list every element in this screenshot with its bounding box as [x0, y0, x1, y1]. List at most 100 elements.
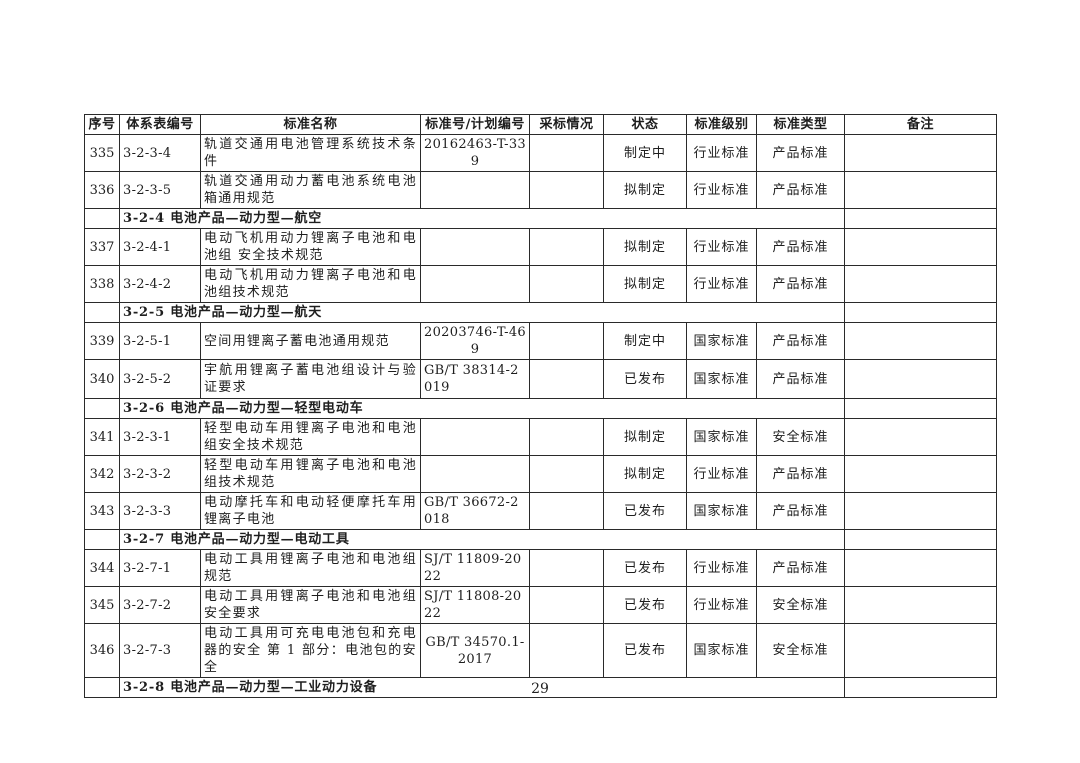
cell-name: 电动工具用锂离子电池和电池组规范 — [200, 549, 421, 587]
cell-std-no — [420, 455, 530, 493]
cell-adoption — [529, 492, 604, 530]
cell-adoption — [529, 171, 604, 209]
cell-std-no: GB/T 34570.1-2017 — [420, 623, 530, 678]
standards-table-body: 335 3-2-3-4 轨道交通用电池管理系统技术条件 20162463-T-339 制… — [84, 134, 997, 698]
cell-adoption — [529, 228, 604, 266]
standard-row: 337 3-2-4-1 电动飞机用动力锂离子电池和电池组 安全技术规范 拟制定 行业标准… — [84, 228, 997, 266]
cell-adoption — [529, 265, 604, 303]
cell-level: 行业标准 — [686, 265, 757, 303]
cell-type: 产品标准 — [756, 492, 845, 530]
cell-remark — [844, 586, 997, 624]
header-remark: 备注 — [844, 114, 997, 135]
cell-remark — [844, 455, 997, 493]
cell-std-no — [420, 418, 530, 456]
cell-code: 3-2-3-2 — [119, 455, 201, 493]
section-title: 3-2-4 电池产品—动力型—航空 — [119, 208, 845, 229]
cell-name: 电动飞机用动力锂离子电池和电池组技术规范 — [200, 265, 421, 303]
cell-remark — [844, 549, 997, 587]
cell-status: 拟制定 — [603, 171, 687, 209]
cell-no: 335 — [84, 134, 120, 172]
cell-std-no — [420, 265, 530, 303]
standard-row: 344 3-2-7-1 电动工具用锂离子电池和电池组规范 SJ/T 11809-202… — [84, 549, 997, 587]
standard-row: 335 3-2-3-4 轨道交通用电池管理系统技术条件 20162463-T-339 制… — [84, 134, 997, 172]
cell-type: 产品标准 — [756, 549, 845, 587]
cell-type: 产品标准 — [756, 228, 845, 266]
cell-code: 3-2-7-2 — [119, 586, 201, 624]
cell-status: 拟制定 — [603, 228, 687, 266]
cell-status: 拟制定 — [603, 265, 687, 303]
cell-level: 国家标准 — [686, 623, 757, 678]
cell-status: 拟制定 — [603, 455, 687, 493]
cell-type: 产品标准 — [756, 455, 845, 493]
cell-level: 行业标准 — [686, 171, 757, 209]
cell-name: 轻型电动车用锂离子电池和电池组安全技术规范 — [200, 418, 421, 456]
cell-no: 340 — [84, 359, 120, 399]
standard-row: 340 3-2-5-2 宇航用锂离子蓄电池组设计与验证要求 GB/T 38314-20… — [84, 359, 997, 399]
cell-std-no: 20162463-T-339 — [420, 134, 530, 172]
section-title: 3-2-7 电池产品—动力型—电动工具 — [119, 529, 845, 550]
cell-remark — [844, 265, 997, 303]
section-remark-cell — [844, 398, 997, 419]
cell-no: 346 — [84, 623, 120, 678]
cell-type: 产品标准 — [756, 359, 845, 399]
section-row: 3-2-5 电池产品—动力型—航天 — [84, 302, 997, 323]
cell-level: 行业标准 — [686, 586, 757, 624]
header-code: 体系表编号 — [119, 114, 201, 135]
cell-remark — [844, 623, 997, 678]
cell-code: 3-2-5-2 — [119, 359, 201, 399]
cell-status: 已发布 — [603, 586, 687, 624]
cell-code: 3-2-3-3 — [119, 492, 201, 530]
section-row: 3-2-4 电池产品—动力型—航空 — [84, 208, 997, 229]
cell-remark — [844, 134, 997, 172]
cell-status: 已发布 — [603, 549, 687, 587]
cell-name: 轨道交通用动力蓄电池系统电池箱通用规范 — [200, 171, 421, 209]
cell-no: 339 — [84, 322, 120, 360]
cell-no: 343 — [84, 492, 120, 530]
standard-row: 336 3-2-3-5 轨道交通用动力蓄电池系统电池箱通用规范 拟制定 行业标准 产品标准 — [84, 171, 997, 209]
header-adoption: 采标情况 — [529, 114, 604, 135]
cell-type: 安全标准 — [756, 418, 845, 456]
standard-row: 346 3-2-7-3 电动工具用可充电电池包和充电器的安全 第 1 部分：电池包的… — [84, 623, 997, 678]
cell-name: 轨道交通用电池管理系统技术条件 — [200, 134, 421, 172]
cell-remark — [844, 418, 997, 456]
cell-std-no: 20203746-T-469 — [420, 322, 530, 360]
cell-level: 国家标准 — [686, 322, 757, 360]
cell-no: 337 — [84, 228, 120, 266]
standard-row: 341 3-2-3-1 轻型电动车用锂离子电池和电池组安全技术规范 拟制定 国家标准 安全… — [84, 418, 997, 456]
header-status: 状态 — [603, 114, 687, 135]
standard-row: 338 3-2-4-2 电动飞机用动力锂离子电池和电池组技术规范 拟制定 行业标准 产品标… — [84, 265, 997, 303]
section-no-cell — [84, 302, 120, 323]
cell-no: 344 — [84, 549, 120, 587]
cell-type: 产品标准 — [756, 265, 845, 303]
cell-code: 3-2-7-3 — [119, 623, 201, 678]
cell-adoption — [529, 586, 604, 624]
cell-code: 3-2-4-2 — [119, 265, 201, 303]
cell-adoption — [529, 418, 604, 456]
cell-name: 空间用锂离子蓄电池通用规范 — [200, 322, 421, 360]
section-remark-cell — [844, 208, 997, 229]
cell-adoption — [529, 322, 604, 360]
header-type: 标准类型 — [756, 114, 845, 135]
cell-type: 产品标准 — [756, 134, 845, 172]
cell-remark — [844, 359, 997, 399]
cell-name: 轻型电动车用锂离子电池和电池组技术规范 — [200, 455, 421, 493]
cell-no: 342 — [84, 455, 120, 493]
cell-no: 345 — [84, 586, 120, 624]
cell-name: 电动飞机用动力锂离子电池和电池组 安全技术规范 — [200, 228, 421, 266]
section-row: 3-2-6 电池产品—动力型—轻型电动车 — [84, 398, 997, 419]
cell-level: 行业标准 — [686, 549, 757, 587]
section-remark-cell — [844, 302, 997, 323]
cell-level: 行业标准 — [686, 455, 757, 493]
cell-level: 行业标准 — [686, 228, 757, 266]
page-number: 29 — [531, 681, 549, 697]
section-no-cell — [84, 398, 120, 419]
cell-name: 电动摩托车和电动轻便摩托车用锂离子电池 — [200, 492, 421, 530]
standard-row: 343 3-2-3-3 电动摩托车和电动轻便摩托车用锂离子电池 GB/T 36672-… — [84, 492, 997, 530]
cell-code: 3-2-5-1 — [119, 322, 201, 360]
cell-name: 宇航用锂离子蓄电池组设计与验证要求 — [200, 359, 421, 399]
cell-remark — [844, 228, 997, 266]
cell-status: 拟制定 — [603, 418, 687, 456]
cell-std-no: GB/T 38314-2019 — [420, 359, 530, 399]
cell-status: 已发布 — [603, 359, 687, 399]
